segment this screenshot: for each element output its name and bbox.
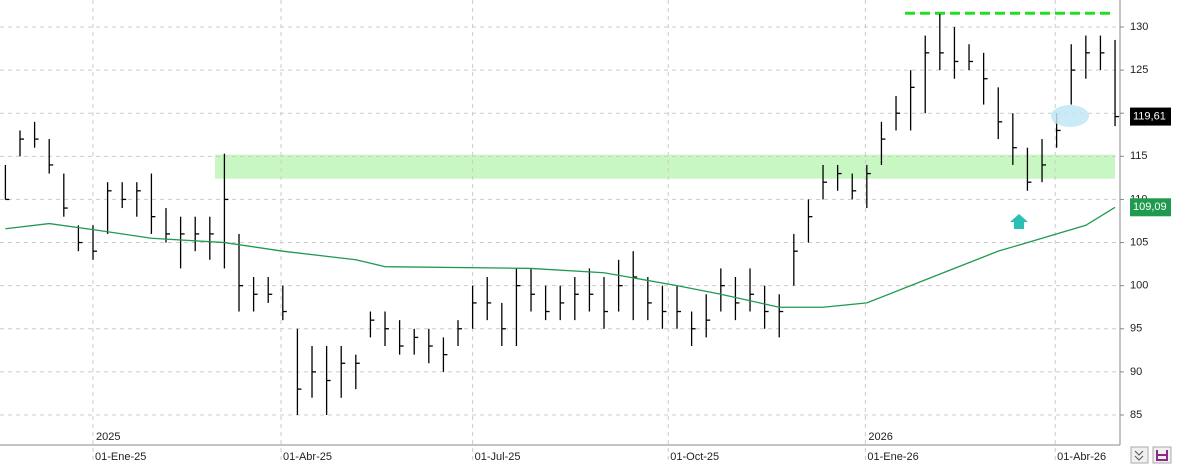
y-tick-label: 105 xyxy=(1130,236,1148,248)
y-tick-label: 115 xyxy=(1130,150,1148,162)
year-label: 2026 xyxy=(868,431,892,443)
last-price-label: 119,61 xyxy=(1133,110,1166,122)
x-tick-label: 01-Abr-25 xyxy=(283,451,332,463)
arrow-marker xyxy=(1010,214,1028,229)
last-price-box xyxy=(1130,107,1171,126)
x-tick-label: 01-Jul-25 xyxy=(475,451,521,463)
moving-average xyxy=(5,206,1116,308)
y-tick-label: 95 xyxy=(1130,323,1142,335)
x-tick-label: 01-Abr-26 xyxy=(1057,451,1106,463)
y-tick-label: 90 xyxy=(1130,366,1142,378)
settings-icon xyxy=(1156,450,1168,461)
year-label: 2025 xyxy=(96,431,120,443)
ma-value-box xyxy=(1130,198,1171,217)
y-tick-label: 130 xyxy=(1130,21,1148,33)
x-tick-label: 01-Ene-25 xyxy=(95,451,146,463)
y-tick-label: 85 xyxy=(1130,409,1142,421)
y-tick-label: 100 xyxy=(1130,280,1148,292)
highlight-ellipse xyxy=(1051,105,1089,127)
y-tick-label: 125 xyxy=(1130,64,1148,76)
x-tick-label: 01-Oct-25 xyxy=(670,451,719,463)
x-tick-label: 01-Ene-26 xyxy=(867,451,918,463)
support-zone xyxy=(215,154,1115,179)
ma-value-label: 109,09 xyxy=(1133,201,1167,213)
scroll-icon xyxy=(1134,450,1144,461)
